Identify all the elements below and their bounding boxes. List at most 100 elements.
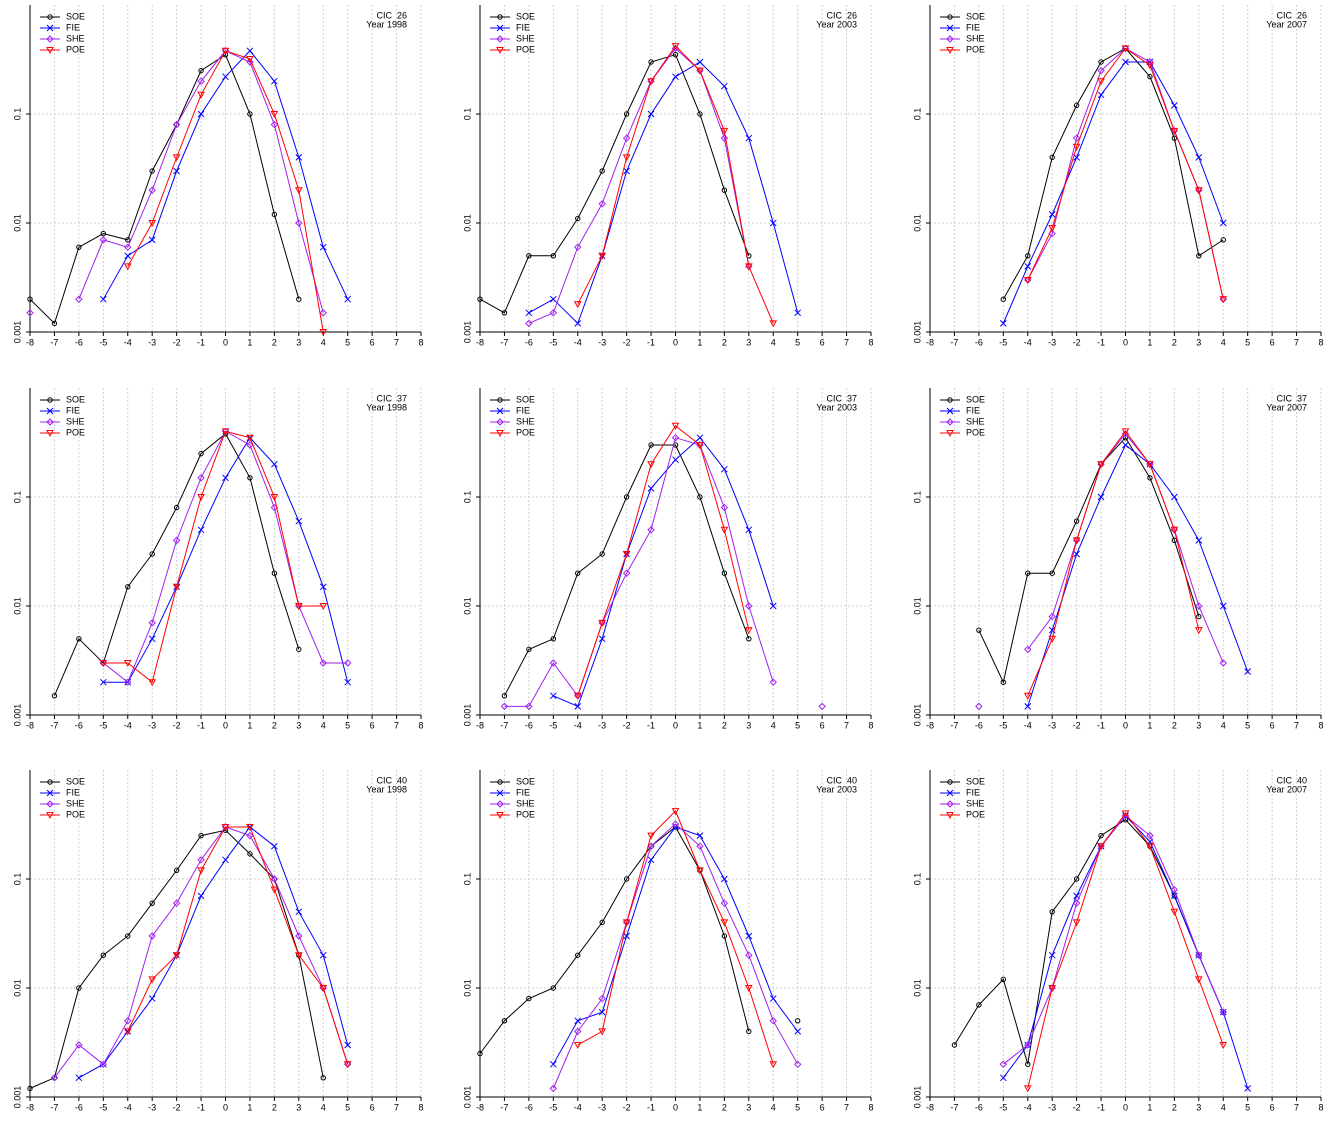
marker: [270, 111, 279, 119]
marker: [1219, 1008, 1227, 1016]
marker: [1170, 526, 1179, 534]
x-tick-label: 6: [1270, 720, 1275, 730]
x-tick-label: -5: [99, 720, 107, 730]
series-line: [577, 45, 774, 324]
marker: [477, 1050, 483, 1057]
series-line: [528, 47, 750, 324]
marker: [173, 121, 180, 128]
legend-entry: SOE: [490, 776, 535, 786]
annotation: Year 2003: [816, 19, 857, 29]
x-tick-label: -5: [999, 1102, 1007, 1112]
y-tick-label: 0.001: [912, 1086, 922, 1109]
marker: [46, 24, 54, 32]
marker: [198, 832, 204, 839]
marker: [721, 933, 728, 939]
x-tick-label: 2: [272, 720, 277, 730]
series-line: [29, 53, 300, 325]
marker: [1097, 461, 1105, 469]
x-tick-label: 5: [1245, 720, 1250, 730]
x-tick-label: 1: [1147, 720, 1152, 730]
marker: [1024, 1041, 1032, 1049]
x-tick-label: -8: [926, 720, 934, 730]
marker: [271, 842, 278, 850]
x-tick-label: -4: [1024, 720, 1032, 730]
marker: [696, 832, 704, 839]
legend-entry: FIE: [40, 22, 80, 32]
legend-label: POE: [66, 809, 85, 819]
marker: [496, 407, 504, 415]
marker: [1048, 612, 1056, 621]
y-tick-label: 0.1: [12, 491, 22, 504]
x-tick-label: 3: [1196, 720, 1201, 730]
marker: [1072, 134, 1081, 142]
y-tick-label: 0.1: [462, 491, 472, 504]
marker: [172, 583, 181, 591]
marker: [1048, 985, 1057, 993]
x-tick-label: 7: [844, 720, 849, 730]
x-tick-label: 1: [697, 337, 702, 347]
legend-entry: POE: [940, 44, 985, 54]
marker: [124, 243, 132, 251]
y-tick-label: 0.001: [12, 321, 22, 344]
marker: [647, 461, 655, 469]
marker: [946, 800, 954, 808]
marker: [525, 702, 533, 711]
marker: [622, 134, 631, 142]
legend-label: FIE: [516, 787, 530, 797]
marker: [319, 583, 327, 591]
marker: [1072, 919, 1081, 927]
x-tick-label: -3: [1048, 1102, 1056, 1112]
x-tick-label: -4: [574, 1102, 582, 1112]
marker: [270, 886, 279, 894]
marker: [999, 320, 1007, 327]
series-line: [978, 436, 1200, 684]
marker: [599, 551, 605, 557]
x-tick-label: 7: [394, 337, 399, 347]
legend-entry: FIE: [40, 787, 80, 797]
x-tick-label: -3: [1048, 337, 1056, 347]
x-tick-label: 5: [345, 720, 350, 730]
marker: [575, 215, 581, 222]
y-tick-label: 0.01: [462, 979, 472, 997]
marker: [573, 1041, 582, 1050]
marker: [319, 243, 327, 251]
legend-entry: SHE: [490, 798, 535, 808]
marker: [598, 1008, 606, 1016]
marker: [1122, 434, 1129, 441]
legend-entry: FIE: [940, 787, 980, 797]
y-tick-label: 0.01: [912, 214, 922, 232]
marker: [1219, 296, 1228, 304]
marker: [1048, 951, 1056, 959]
marker: [46, 47, 54, 55]
marker: [648, 843, 654, 849]
x-tick-label: 3: [1196, 337, 1201, 347]
x-tick-label: 2: [272, 1102, 277, 1112]
y-tick-label: 0.01: [912, 597, 922, 615]
marker: [1170, 885, 1179, 894]
marker: [148, 619, 156, 627]
x-tick-label: 5: [795, 1102, 800, 1112]
legend-entry: SHE: [40, 33, 85, 43]
marker: [1195, 602, 1203, 610]
series-line: [504, 438, 822, 707]
marker: [294, 952, 303, 960]
marker: [1171, 102, 1178, 109]
marker: [197, 892, 205, 900]
marker: [496, 789, 504, 797]
marker: [947, 779, 953, 785]
marker: [696, 441, 704, 450]
marker: [51, 693, 58, 699]
marker: [598, 635, 606, 643]
legend-label: SHE: [516, 416, 535, 426]
marker: [76, 636, 82, 642]
x-tick-label: 3: [746, 720, 751, 730]
marker: [1219, 1041, 1228, 1050]
marker: [149, 168, 155, 174]
series-line: [1027, 47, 1224, 300]
marker: [549, 295, 557, 303]
marker: [100, 230, 107, 237]
marker: [769, 320, 778, 328]
marker: [496, 812, 504, 820]
marker: [1122, 816, 1129, 823]
x-tick-label: 6: [370, 337, 375, 347]
